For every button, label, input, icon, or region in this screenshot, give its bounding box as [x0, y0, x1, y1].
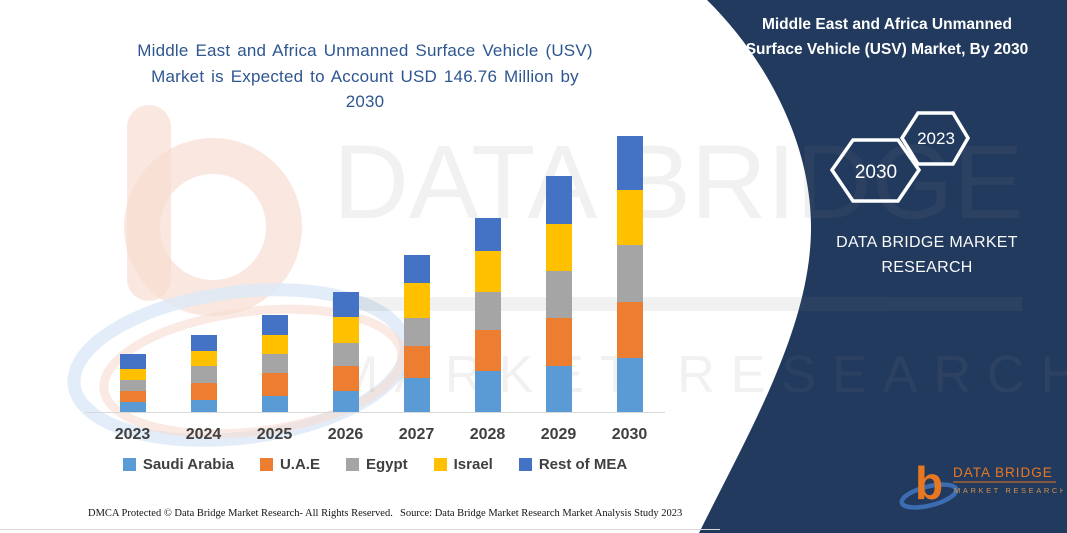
bar-slot-2029 [523, 176, 594, 412]
chart-legend: Saudi Arabia U.A.E Egypt Israel Rest of MEA [85, 456, 665, 473]
hexagon-small-label: 2023 [917, 129, 955, 148]
stacked-bar-2025 [261, 315, 288, 412]
bar-segment-u-a-e-2028 [474, 330, 501, 371]
bar-segment-israel-2024 [190, 350, 217, 366]
bar-segment-u-a-e-2023 [119, 391, 146, 402]
bar-slot-2026 [310, 291, 381, 412]
bar-segment-saudi-arabia-2024 [190, 400, 217, 412]
bar-segment-egypt-2028 [474, 292, 501, 330]
bar-segment-saudi-arabia-2023 [119, 402, 146, 412]
bar-segment-u-a-e-2029 [545, 318, 572, 366]
bar-slot-2030 [594, 136, 665, 412]
bar-segment-egypt-2023 [119, 380, 146, 392]
bar-slot-2023 [97, 354, 168, 412]
bar-segment-egypt-2024 [190, 365, 217, 383]
bar-segment-rest-of-mea-2028 [474, 218, 501, 251]
hexagon-large [829, 138, 922, 203]
brand-name-text: DATA BRIDGE MARKET RESEARCH [836, 234, 1018, 276]
legend-swatch-israel [433, 458, 447, 471]
chart-title: Middle East and Africa Unmanned Surface … [137, 41, 593, 111]
x-axis-line [85, 412, 665, 413]
bar-segment-rest-of-mea-2029 [545, 176, 572, 225]
bar-segment-israel-2027 [403, 283, 430, 318]
x-axis-label-2028: 2028 [469, 426, 506, 443]
bar-segment-u-a-e-2030 [616, 302, 643, 358]
bar-segment-israel-2028 [474, 251, 501, 292]
bar-chart [97, 0, 665, 412]
bar-segment-rest-of-mea-2030 [616, 136, 643, 191]
logo-swoosh-icon [899, 482, 959, 510]
x-axis-label-2029: 2029 [540, 426, 577, 443]
logo-brand-text: DATA BRIDGE [953, 465, 1053, 480]
bar-segment-israel-2029 [545, 224, 572, 272]
footer-copyright: DMCA Protected © Data Bridge Market Rese… [88, 508, 393, 519]
bar-segment-rest-of-mea-2026 [332, 291, 359, 318]
bar-segment-israel-2026 [332, 317, 359, 344]
side-panel-title: Middle East and Africa Unmanned Surface … [745, 16, 1029, 58]
stacked-bar-2029 [545, 176, 572, 412]
bar-slot-2025 [239, 315, 310, 412]
hexagon-small [899, 111, 971, 166]
bar-segment-egypt-2026 [332, 343, 359, 367]
bar-segment-u-a-e-2026 [332, 366, 359, 392]
stacked-bar-2028 [474, 218, 501, 412]
x-axis-label-2023: 2023 [114, 426, 151, 443]
bar-segment-u-a-e-2027 [403, 346, 430, 378]
x-axis-label-2027: 2027 [398, 426, 435, 443]
bar-segment-u-a-e-2024 [190, 382, 217, 401]
bar-segment-saudi-arabia-2028 [474, 371, 501, 412]
legend-label-egypt: Egypt [365, 456, 408, 473]
bar-segment-israel-2023 [119, 368, 146, 381]
logo-sub-text: MARKET RESEARCH [954, 486, 1063, 495]
bar-slot-2024 [168, 335, 239, 412]
x-axis-label-2026: 2026 [327, 426, 364, 443]
dbmr-logo: b DATA BRIDGE MARKET RESEARCH [899, 457, 1063, 510]
stacked-bar-2027 [403, 255, 430, 412]
bar-segment-rest-of-mea-2024 [190, 335, 217, 351]
legend-label-saudi-arabia: Saudi Arabia [142, 456, 234, 473]
bar-segment-egypt-2029 [545, 271, 572, 319]
stacked-bar-2024 [190, 335, 217, 412]
legend-swatch-egypt [345, 458, 359, 471]
bar-segment-saudi-arabia-2026 [332, 391, 359, 412]
legend-item-saudi-arabia: Saudi Arabia [122, 456, 234, 473]
bar-segment-egypt-2027 [403, 318, 430, 346]
stacked-bar-2023 [119, 354, 146, 412]
bar-segment-saudi-arabia-2025 [261, 396, 288, 412]
stacked-bar-2026 [332, 291, 359, 412]
bar-segment-rest-of-mea-2025 [261, 315, 288, 335]
bar-segment-egypt-2025 [261, 353, 288, 374]
legend-label-israel: Israel [453, 456, 493, 473]
legend-swatch-saudi-arabia [122, 458, 136, 471]
footer-source: Source: Data Bridge Market Research Mark… [400, 508, 683, 519]
bar-segment-egypt-2030 [616, 245, 643, 302]
legend-item-u-a-e: U.A.E [259, 456, 320, 473]
x-axis-label-2024: 2024 [185, 426, 222, 443]
bar-slot-2028 [452, 218, 523, 412]
logo-b-icon: b [915, 457, 943, 509]
legend-swatch-u-a-e [259, 458, 273, 471]
legend-label-rest-of-mea: Rest of MEA [538, 456, 628, 473]
stacked-bar-2030 [616, 136, 643, 412]
bar-segment-u-a-e-2025 [261, 373, 288, 396]
bar-segment-israel-2030 [616, 190, 643, 245]
x-axis-labels: 2023 2024 2025 2026 2027 2028 2029 2030 [97, 426, 665, 444]
bar-segment-saudi-arabia-2030 [616, 358, 643, 412]
hexagon-large-label: 2030 [855, 162, 897, 183]
bar-segment-rest-of-mea-2027 [403, 255, 430, 283]
x-axis-label-2025: 2025 [256, 426, 293, 443]
legend-swatch-rest-of-mea [518, 458, 532, 471]
bar-segment-saudi-arabia-2029 [545, 365, 572, 412]
x-axis-label-2030: 2030 [611, 426, 648, 443]
legend-label-u-a-e: U.A.E [279, 456, 320, 473]
bar-segment-rest-of-mea-2023 [119, 354, 146, 369]
legend-item-egypt: Egypt [345, 456, 408, 473]
legend-item-israel: Israel [433, 456, 493, 473]
legend-item-rest-of-mea: Rest of MEA [518, 456, 628, 473]
bar-slot-2027 [381, 255, 452, 412]
footer-divider [0, 529, 720, 530]
bar-segment-israel-2025 [261, 334, 288, 354]
bar-segment-saudi-arabia-2027 [403, 378, 430, 412]
